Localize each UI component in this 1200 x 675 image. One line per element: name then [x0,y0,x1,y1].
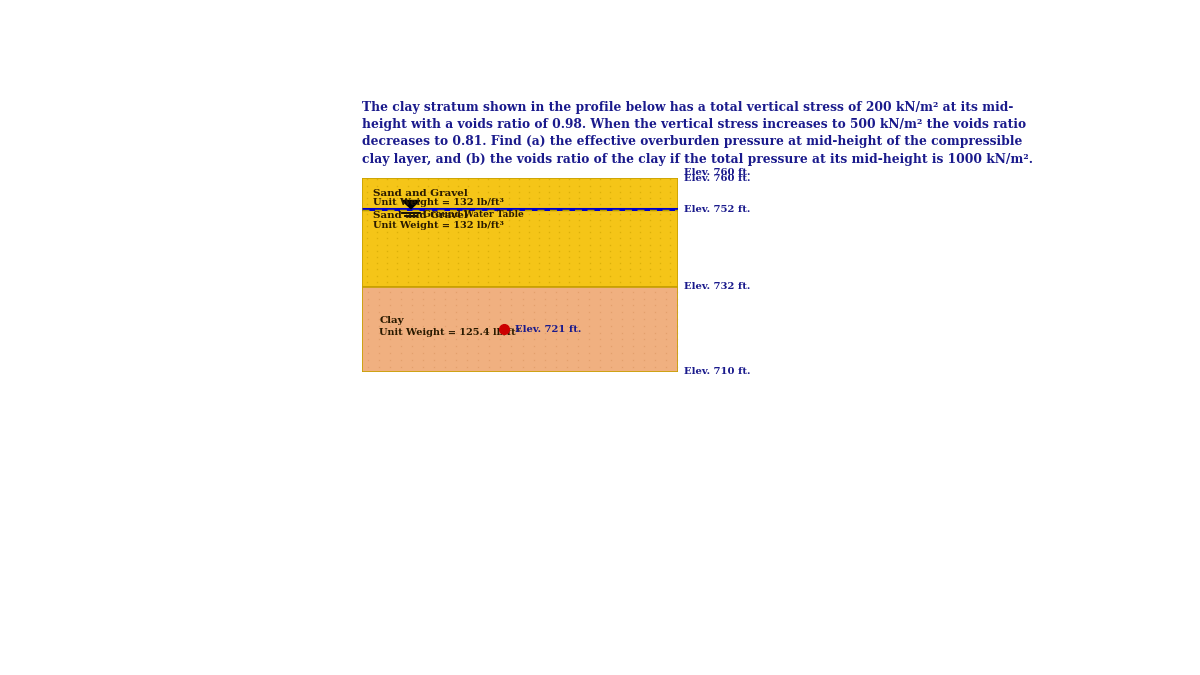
Text: Unit Weight = 125.4 lb/ft³: Unit Weight = 125.4 lb/ft³ [379,328,521,337]
Text: The clay stratum shown in the profile below has a total vertical stress of 200 k: The clay stratum shown in the profile be… [362,101,1033,166]
Text: Clay: Clay [379,316,404,325]
Text: Sand and Gravel: Sand and Gravel [373,189,468,198]
Bar [362,209,678,287]
Text: Unit Weight = 132 lb/ft³: Unit Weight = 132 lb/ft³ [373,198,504,207]
Text: Elev. 752 ft.: Elev. 752 ft. [684,205,750,213]
Text: Sand and Gravel: Sand and Gravel [373,211,468,220]
Bar [362,178,678,209]
Bar [362,287,678,372]
Text: Elev. 721 ft.: Elev. 721 ft. [515,325,582,334]
Text: Unit Weight = 132 lb/ft³: Unit Weight = 132 lb/ft³ [373,221,504,230]
Text: Elev. 760 ft.: Elev. 760 ft. [684,173,750,182]
Text: Elev. 760 ft.: Elev. 760 ft. [684,167,750,177]
Text: Elev. 732 ft.: Elev. 732 ft. [684,282,750,291]
Polygon shape [402,200,420,209]
Text: Elev. 710 ft.: Elev. 710 ft. [684,367,750,377]
Text: Ground Water Table: Ground Water Table [422,209,523,219]
